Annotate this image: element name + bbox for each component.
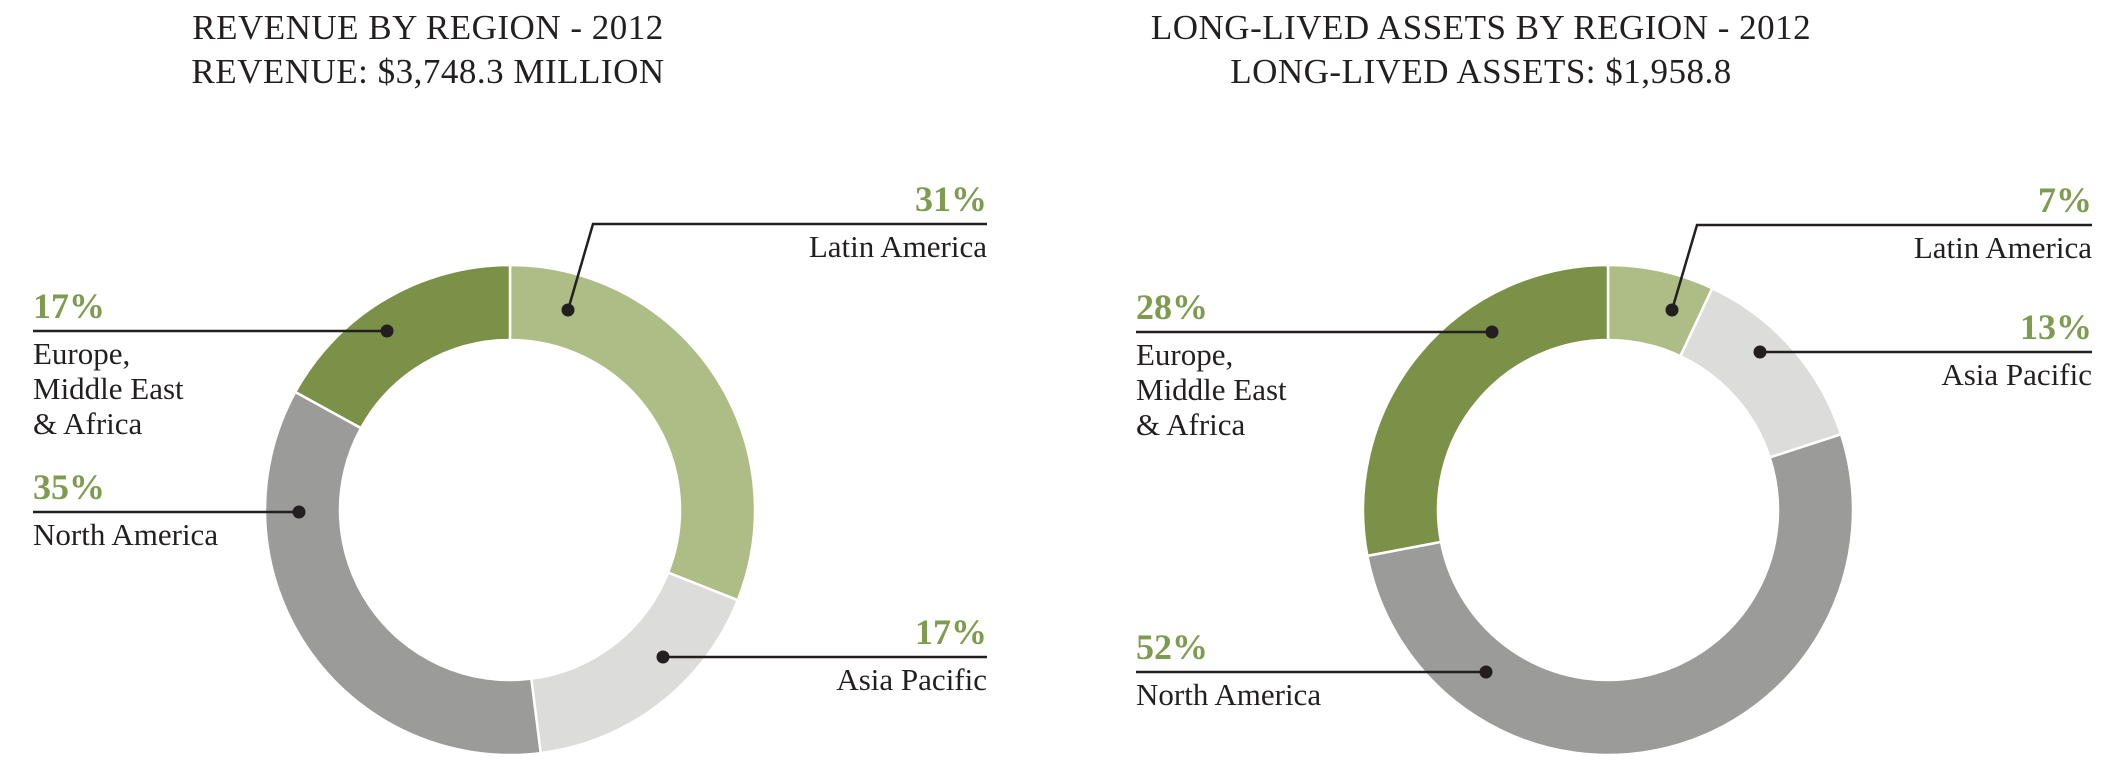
leader-dot-europe-middle-east-africa	[380, 324, 394, 338]
leader-dot-latin-america	[561, 303, 575, 317]
value-label: 35%	[33, 467, 105, 507]
callout-revenue-north-america: 35% North America	[33, 466, 453, 552]
leader-dot-latin-america	[1665, 303, 1679, 317]
segment-label: Latin America	[808, 229, 987, 264]
value-label: 31%	[915, 179, 987, 219]
right-chart-title-line1: LONG-LIVED ASSETS BY REGION - 2012	[1150, 8, 1812, 47]
donut-segment-north-america	[263, 390, 543, 757]
leader-line-latin-america	[1670, 223, 2092, 311]
segment-label: Asia Pacific	[836, 662, 987, 697]
segment-label: Europe, Middle East & Africa	[1136, 337, 1287, 442]
value-label: 13%	[2020, 307, 2092, 347]
right-chart-title: LONG-LIVED ASSETS BY REGION - 2012 LONG-…	[1081, 6, 1881, 94]
value-label: 17%	[915, 612, 987, 652]
callout-assets-latin-america: 7% Latin America	[1672, 179, 2092, 265]
segment-label: Europe, Middle East & Africa	[33, 336, 184, 441]
leader-dot-asia-pacific	[656, 650, 670, 664]
segment-label: Latin America	[1913, 230, 2092, 265]
leader-dot-europe-middle-east-africa	[1485, 325, 1499, 339]
value-label: 7%	[2038, 180, 2092, 220]
left-chart-title: REVENUE BY REGION - 2012 REVENUE: $3,748…	[78, 6, 778, 94]
value-label: 28%	[1136, 287, 1208, 327]
donut-segment-europe-middle-east-africa	[1361, 263, 1610, 558]
left-chart-title-line2: REVENUE: $3,748.3 MILLION	[191, 52, 665, 91]
right-chart-title-line2: LONG-LIVED ASSETS: $1,958.8	[1230, 52, 1732, 91]
leader-dot-asia-pacific	[1753, 345, 1767, 359]
callout-revenue-asia-pacific: 17% Asia Pacific	[567, 611, 987, 697]
segment-label: North America	[1136, 677, 1322, 712]
segment-label: North America	[33, 517, 219, 552]
value-label: 52%	[1136, 627, 1208, 667]
leader-line-latin-america	[566, 222, 987, 311]
left-chart-title-line1: REVENUE BY REGION - 2012	[192, 8, 664, 47]
donut-segment-latin-america	[508, 263, 757, 602]
value-label: 17%	[33, 286, 105, 326]
callout-assets-north-america: 52% North America	[1136, 626, 1556, 712]
leader-dot-north-america	[1479, 665, 1493, 679]
callout-assets-europe-middle-east-africa: 28% Europe, Middle East & Africa	[1136, 286, 1556, 442]
callout-revenue-europe-middle-east-africa: 17% Europe, Middle East & Africa	[33, 285, 453, 441]
segment-label: Asia Pacific	[1941, 357, 2092, 392]
leader-dot-north-america	[292, 505, 306, 519]
callout-assets-asia-pacific: 13% Asia Pacific	[1672, 306, 2092, 392]
callout-revenue-latin-america: 31% Latin America	[567, 178, 987, 264]
